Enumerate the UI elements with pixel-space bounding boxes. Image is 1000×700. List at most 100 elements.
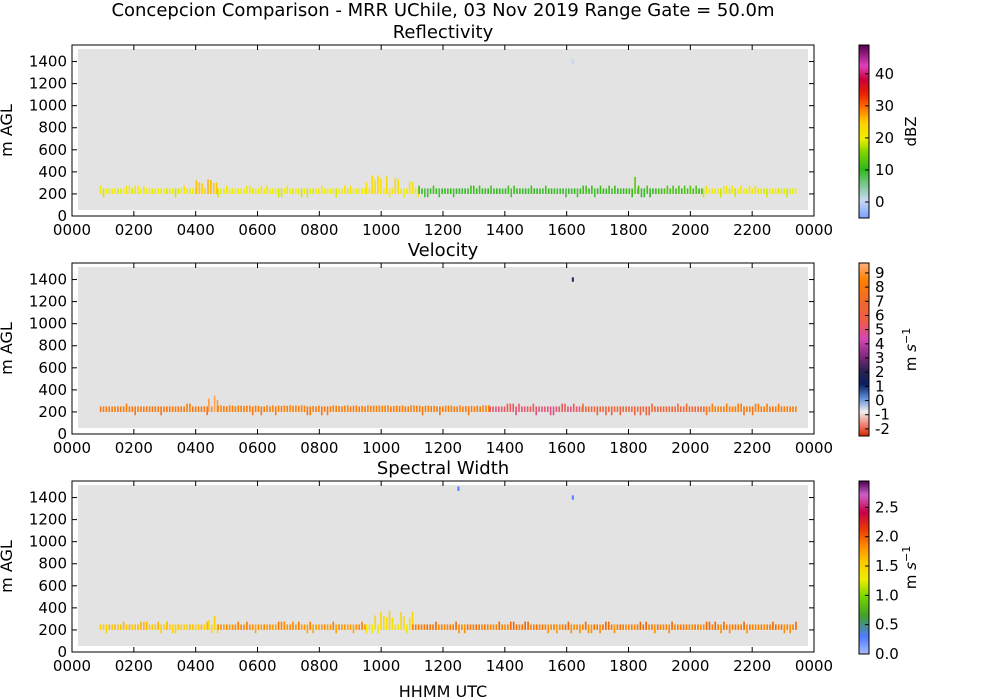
data-cell: [587, 406, 590, 412]
data-cell: [703, 406, 705, 412]
data-cell: [564, 403, 566, 412]
data-cell: [352, 624, 355, 634]
data-cell: [719, 188, 722, 198]
data-cell: [588, 188, 590, 194]
data-cell: [518, 624, 521, 630]
data-cell: [714, 188, 716, 194]
data-cell: [119, 624, 122, 630]
data-cell: [174, 624, 177, 634]
data-cell: [549, 406, 552, 416]
data-cell: [280, 188, 283, 198]
x-tick-label: 0000: [53, 439, 91, 457]
data-cell: [568, 188, 570, 194]
data-cell: [111, 188, 113, 194]
data-cell: [558, 624, 561, 630]
data-cell: [180, 406, 183, 412]
y-tick-label: 800: [38, 555, 67, 573]
data-cell: [387, 405, 389, 412]
data-cell: [171, 624, 174, 634]
data-cell: [487, 188, 489, 194]
data-cell: [263, 406, 265, 412]
data-cell: [527, 188, 530, 194]
data-cell: [662, 406, 665, 412]
data-cell: [648, 624, 650, 630]
data-cell: [329, 624, 332, 630]
data-cell: [573, 188, 576, 194]
data-cell: [688, 624, 691, 630]
data-cell: [303, 405, 306, 412]
data-cell: [662, 624, 665, 630]
data-cell: [131, 624, 134, 630]
data-cell: [412, 624, 414, 630]
data-cell: [599, 185, 602, 194]
data-cell: [675, 188, 677, 194]
data-cell: [280, 405, 283, 412]
data-cell: [364, 188, 366, 194]
data-cell: [792, 624, 794, 630]
x-tick-label: 0000: [53, 221, 91, 239]
data-cell: [292, 405, 294, 412]
data-cell: [507, 185, 510, 194]
colorbar-reflectivity: [858, 44, 870, 219]
data-cell: [243, 405, 245, 412]
data-cell: [323, 188, 326, 194]
data-cell: [640, 188, 643, 198]
data-cell: [174, 188, 177, 198]
data-cell: [521, 406, 523, 412]
data-cell: [380, 178, 382, 194]
panel-title: Spectral Width: [377, 458, 509, 479]
data-cell: [145, 621, 148, 630]
data-cell: [157, 188, 160, 194]
data-cell: [655, 188, 657, 194]
data-cell: [151, 188, 154, 194]
data-cell: [608, 185, 610, 194]
data-cell: [651, 624, 653, 630]
data-cell: [622, 624, 624, 630]
data-cell: [711, 624, 714, 630]
data-cell: [751, 188, 754, 194]
x-tick-label: 1200: [424, 221, 462, 239]
data-cell: [385, 176, 388, 194]
data-cell: [206, 406, 208, 416]
data-cell: [352, 405, 355, 412]
data-cell: [283, 621, 286, 630]
colorbar-tick-label: 10: [875, 161, 894, 179]
data-cell: [365, 624, 368, 634]
data-cell: [171, 406, 174, 412]
data-cell: [341, 406, 343, 412]
data-cell: [625, 406, 627, 412]
data-cell: [519, 188, 521, 194]
data-cell: [482, 405, 484, 412]
data-cell: [99, 185, 102, 194]
colorbar-tick-label: 30: [875, 97, 894, 115]
data-cell: [475, 624, 478, 630]
data-cell: [464, 188, 466, 194]
data-cell: [332, 621, 335, 630]
data-cell: [564, 624, 567, 630]
data-cell: [628, 406, 630, 412]
data-cell: [541, 406, 543, 412]
data-cell: [257, 188, 260, 194]
data-cell: [212, 182, 215, 194]
data-cell: [122, 406, 125, 412]
data-cell: [717, 188, 719, 194]
data-cell: [303, 624, 306, 630]
data-cell: [429, 624, 431, 630]
data-cell: [637, 185, 640, 194]
data-cell: [240, 188, 242, 194]
y-tick-label: 0: [57, 207, 67, 225]
data-cell: [432, 185, 435, 194]
data-cell: [117, 188, 119, 194]
data-cell: [277, 188, 280, 198]
data-cell: [452, 188, 455, 198]
data-cell: [326, 406, 329, 416]
data-cell: [277, 405, 280, 412]
data-cell: [274, 188, 277, 194]
data-cell: [694, 406, 697, 412]
data-cell: [550, 188, 553, 194]
data-cell: [668, 624, 670, 634]
data-cell: [198, 182, 201, 194]
data-cell: [134, 624, 136, 630]
data-cell: [108, 188, 111, 194]
data-cell: [461, 624, 463, 630]
